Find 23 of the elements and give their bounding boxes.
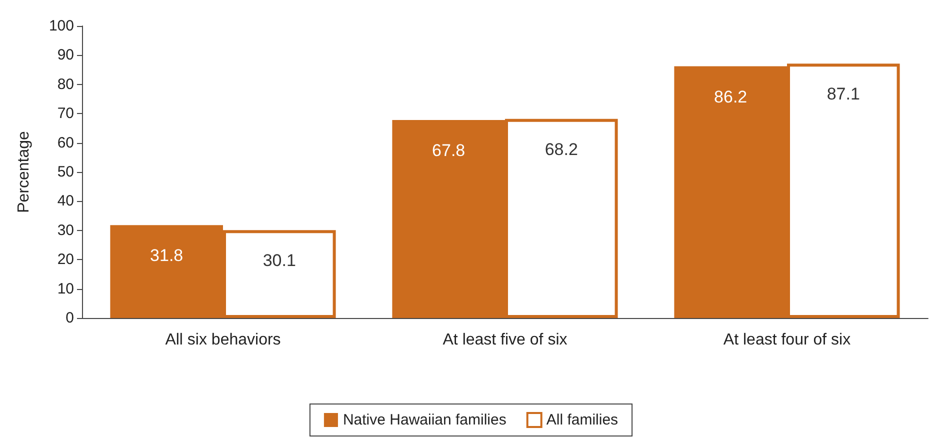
- data-label: 86.2: [714, 87, 748, 106]
- y-tick-label: 70: [57, 105, 74, 122]
- data-label: 68.2: [544, 140, 578, 159]
- y-tick-label: 80: [57, 76, 74, 93]
- legend-label: Native Hawaiian families: [342, 412, 506, 428]
- y-tick-label: 90: [57, 46, 74, 64]
- y-tick-label: 60: [57, 134, 74, 152]
- y-tick-label: 0: [66, 310, 74, 326]
- y-tick-label: 100: [48, 18, 74, 34]
- y-tick-label: 40: [57, 192, 74, 210]
- y-tick-label: 50: [57, 164, 74, 180]
- x-tick-label: At least five of six: [442, 332, 568, 348]
- x-tick-label: All six behaviors: [165, 332, 281, 348]
- legend-label: All families: [546, 412, 618, 428]
- data-label: 31.8: [150, 246, 184, 266]
- data-label: 67.8: [432, 141, 466, 160]
- y-tick-label: 30: [57, 222, 74, 239]
- y-axis-title: Percentage: [16, 130, 32, 213]
- data-label: 30.1: [262, 251, 296, 270]
- y-tick-label: 20: [57, 251, 74, 268]
- y-tick-label: 10: [57, 280, 74, 298]
- x-tick-label: At least four of six: [723, 332, 851, 348]
- data-label: 87.1: [826, 84, 860, 104]
